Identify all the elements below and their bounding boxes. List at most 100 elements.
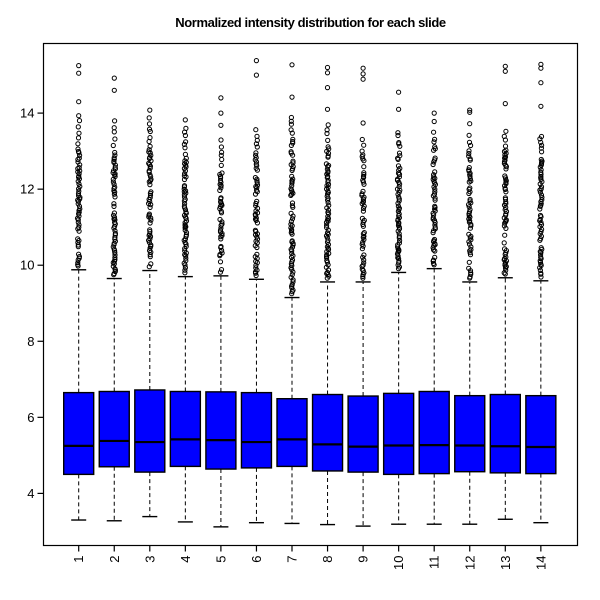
outlier-scattered [288,121,294,127]
outlier-dense [432,169,438,175]
outlier-dense [467,196,473,203]
boxplot-slide-2 [98,75,130,522]
outlier-dense [148,189,154,195]
outlier-dense [467,207,473,213]
outlier-dense [182,196,188,202]
outlier-dense [182,171,188,177]
outlier-dense [432,224,438,230]
outlier-dense [218,234,224,240]
outlier-dense [431,191,438,197]
outlier-point [289,94,295,100]
outlier-dense [360,188,366,194]
outlier-point [324,64,331,71]
outlier-dense [466,265,472,271]
outlier-dense [181,203,187,209]
outlier-dense [325,153,331,159]
outlier-scattered [324,130,330,137]
outlier-scattered [146,115,152,121]
x-axis-tick-label: 1 [71,556,86,563]
outlier-dense [396,240,402,246]
outlier-scattered [432,136,438,142]
iqr-box [454,394,486,473]
outlier-dense [254,251,260,257]
outlier-dense [360,275,366,281]
outlier-point [218,95,224,101]
outlier-column [466,107,474,281]
outlier-dense [75,236,81,242]
outlier-point [360,76,366,82]
outlier-dense [183,253,189,259]
outlier-scattered [502,143,509,149]
outlier-point [396,89,402,95]
boxplot-slide-5 [205,95,237,528]
outlier-point [76,63,82,69]
outlier-dense [111,203,117,209]
outlier-scattered [254,133,260,139]
outlier-dense [324,224,330,231]
outlier-point [324,70,331,76]
boxplot-slide-10 [382,89,415,525]
outlier-dense [397,153,403,159]
outlier-dense [432,197,438,203]
outlier-dense [218,267,225,273]
outlier-dense [111,201,117,207]
outlier-point [111,87,117,93]
y-axis-tick-label: 6 [27,410,34,425]
outlier-dense [360,239,366,245]
outlier-scattered [146,147,152,153]
outlier-dense [219,250,225,256]
outlier-dense [76,203,83,209]
x-axis-tick-label: 3 [142,556,157,563]
outlier-dense [538,245,544,251]
outlier-scattered [501,133,507,139]
outlier-scattered [147,135,153,141]
outlier-point [76,70,82,76]
outlier-dense [503,189,509,195]
outlier-scattered [466,150,472,157]
outlier-dense [112,230,119,237]
outlier-dense [254,185,260,191]
boxplot-slide-1 [63,63,95,521]
outlier-dense [361,260,367,266]
outlier-scattered [183,125,189,131]
outlier-dense [361,170,367,176]
outlier-point [111,75,117,81]
outlier-dense [361,172,367,178]
y-axis-tick-label: 12 [20,182,34,197]
outlier-dense [110,263,116,269]
outlier-scattered [431,129,437,135]
iqr-box [134,389,166,473]
outlier-dense [501,270,507,276]
outlier-dense [325,168,331,174]
outlier-scattered [395,132,401,139]
outlier-dense [182,270,188,276]
outlier-dense [288,221,294,227]
outlier-dense [430,260,437,266]
outlier-scattered [325,122,331,128]
outlier-dense [432,254,438,260]
outlier-scattered [183,139,189,145]
outlier-dense [466,165,472,171]
boxplot-slide-12 [454,107,486,525]
outlier-dense [253,155,259,161]
outlier-dense [538,192,545,198]
outlier-dense [217,269,224,275]
x-axis-tick-label: 4 [178,556,193,563]
outlier-dense [502,185,508,191]
outlier-point [360,120,366,126]
outlier-point [538,80,544,86]
outlier-scattered [395,130,401,136]
y-axis: 4 6 8 10 12 14 [20,106,44,501]
outlier-dense [503,166,509,172]
outlier-scattered [431,139,437,145]
outlier-point [360,65,366,71]
outlier-dense [538,252,544,258]
outlier-dense [112,249,118,256]
outlier-scattered [111,125,117,131]
outlier-scattered [396,140,402,146]
outlier-scattered [290,136,296,142]
outlier-dense [75,262,81,268]
outlier-scattered [147,128,153,135]
outlier-dense [361,252,367,258]
outlier-scattered [112,118,118,124]
